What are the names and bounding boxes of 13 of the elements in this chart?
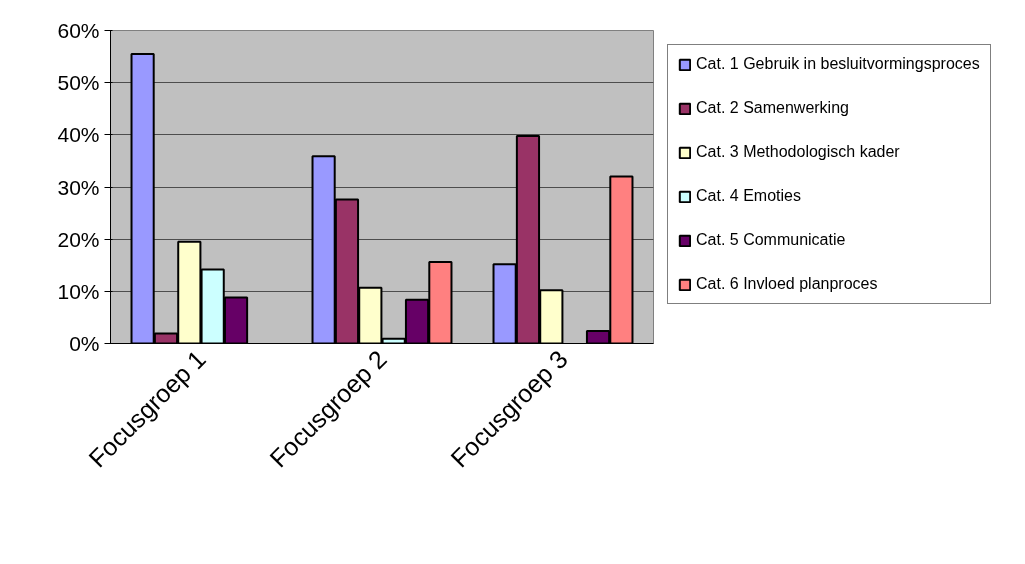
y-tick-label: 50% — [57, 71, 100, 95]
legend-label: Cat. 6 Invloed planproces — [696, 275, 879, 293]
y-tick-label: 30% — [57, 175, 100, 199]
legend-label: Cat. 1 Gebruik in besluitvormingsproces — [696, 55, 980, 73]
legend-label: Cat. 3 Methodologisch kader — [696, 143, 901, 161]
y-tick-label: 0% — [69, 332, 100, 355]
legend-label: Cat. 2 Samenwerking — [696, 99, 850, 117]
y-tick-label: 60% — [57, 19, 100, 42]
y-tick-label: 20% — [57, 227, 100, 251]
y-tick-label: 40% — [57, 123, 100, 147]
legend-label: Cat. 4 Emoties — [696, 187, 802, 205]
y-tick-label: 10% — [57, 279, 100, 303]
legend-label: Cat. 5 Communicatie — [696, 231, 847, 249]
